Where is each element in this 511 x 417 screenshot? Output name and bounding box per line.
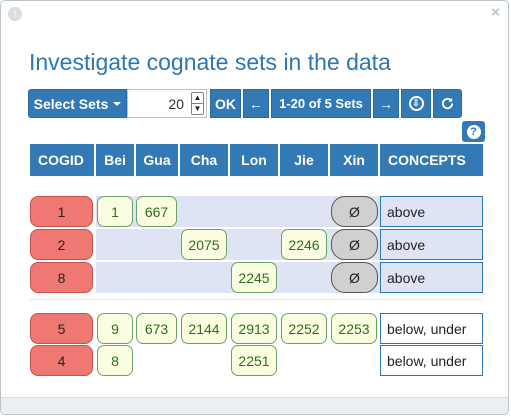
cognate-value-cell[interactable]: 9 xyxy=(97,313,133,344)
concept-cell: above xyxy=(380,262,483,293)
close-icon[interactable]: × xyxy=(491,4,500,21)
prev-page-button[interactable]: ← xyxy=(243,89,269,118)
cognate-value-cell[interactable]: 2245 xyxy=(231,262,277,293)
dialog-footer xyxy=(1,397,508,414)
column-header-gua[interactable]: Gua xyxy=(136,144,178,176)
column-header-concepts[interactable]: CONCEPTS xyxy=(380,144,483,176)
concept-cell: below, under xyxy=(380,345,483,376)
column-header-bei[interactable]: Bei xyxy=(96,144,134,176)
download-icon: ⇩ xyxy=(408,96,424,111)
column-header-cogid[interactable]: COGID xyxy=(30,144,94,176)
download-button[interactable]: ⇩ xyxy=(401,89,431,118)
cognate-value-cell[interactable]: 2144 xyxy=(181,313,227,344)
cognate-value-cell[interactable]: 667 xyxy=(136,196,177,227)
column-header-cha[interactable]: Cha xyxy=(180,144,228,176)
cognate-value-cell[interactable]: 8 xyxy=(97,345,133,376)
concept-cell: above xyxy=(380,196,483,227)
empty-set-button[interactable]: Ø xyxy=(331,262,378,293)
cogid-cell[interactable]: 5 xyxy=(30,313,93,344)
help-button[interactable]: ? xyxy=(462,121,485,142)
stepper-up-icon[interactable]: ▲ xyxy=(193,93,202,102)
next-page-button[interactable]: → xyxy=(373,89,399,118)
select-sets-button[interactable]: Select Sets xyxy=(28,89,127,118)
ok-button[interactable]: OK xyxy=(210,89,241,118)
refresh-icon xyxy=(441,97,454,110)
cognate-value-cell[interactable]: 1 xyxy=(97,196,133,227)
refresh-button[interactable] xyxy=(433,89,462,118)
cognate-value-cell[interactable]: 2251 xyxy=(231,345,277,376)
cogid-cell[interactable]: 4 xyxy=(30,345,93,376)
column-header-lon[interactable]: Lon xyxy=(230,144,278,176)
count-stepper[interactable]: ▲ ▼ xyxy=(191,92,204,115)
chevron-down-icon xyxy=(113,101,122,106)
window-icon[interactable]: ↑ xyxy=(8,7,22,21)
concept-cell: below, under xyxy=(380,313,483,344)
group-divider xyxy=(30,299,482,300)
empty-set-button[interactable]: Ø xyxy=(331,229,378,260)
cognate-value-cell[interactable]: 2252 xyxy=(281,313,327,344)
page-range-label: 1-20 of 5 Sets xyxy=(271,89,371,118)
page-title: Investigate cognate sets in the data xyxy=(29,49,391,75)
cogid-cell[interactable]: 8 xyxy=(30,262,93,293)
cognate-value-cell[interactable]: 2913 xyxy=(231,313,277,344)
stepper-down-icon[interactable]: ▼ xyxy=(192,103,203,113)
column-header-jie[interactable]: Jie xyxy=(280,144,328,176)
concept-cell: above xyxy=(380,229,483,260)
cognate-value-cell[interactable]: 2253 xyxy=(331,313,377,344)
set-count-input[interactable]: 20 ▲ ▼ xyxy=(127,89,207,118)
cognate-value-cell[interactable]: 2246 xyxy=(281,229,327,260)
help-icon: ? xyxy=(466,124,481,139)
cognate-value-cell[interactable]: 2075 xyxy=(181,229,227,260)
cogid-cell[interactable]: 1 xyxy=(30,196,93,227)
cogid-cell[interactable]: 2 xyxy=(30,229,93,260)
column-header-xin[interactable]: Xin xyxy=(330,144,378,176)
empty-set-button[interactable]: Ø xyxy=(331,196,378,227)
cognate-value-cell[interactable]: 673 xyxy=(136,313,177,344)
